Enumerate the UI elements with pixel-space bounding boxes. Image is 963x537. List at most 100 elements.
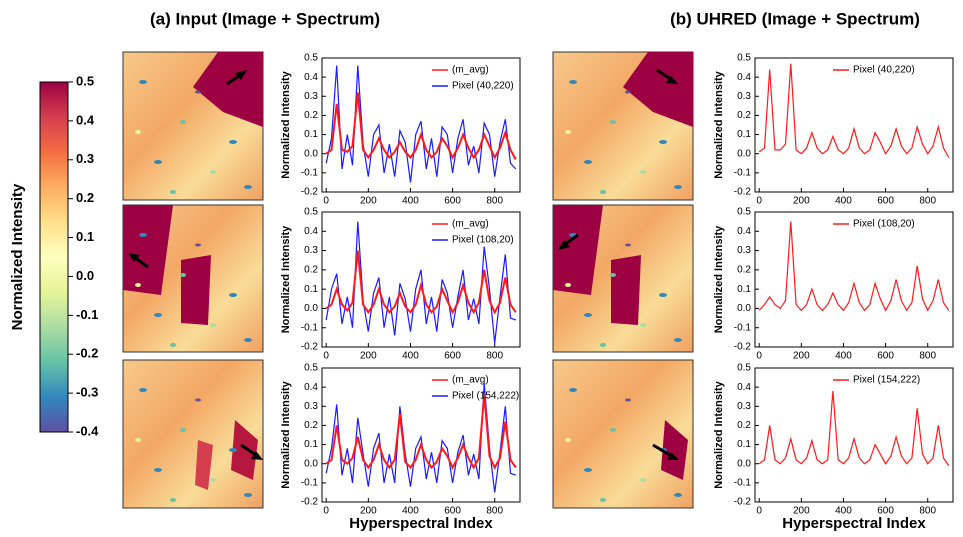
x-tick-label: 200: [793, 196, 810, 207]
y-tick-label: 0.3: [304, 91, 318, 102]
x-tick-label: 0: [323, 351, 329, 362]
image: [122, 359, 264, 509]
x-tick-label: 200: [360, 351, 377, 362]
x-tick-label: 200: [360, 506, 377, 517]
y-tick-label: 0.5: [304, 207, 318, 218]
spectrum-line: [758, 63, 950, 158]
y-tick-label: -0.1: [734, 322, 752, 333]
y-tick-label: -0.1: [301, 322, 319, 333]
x-tick-label: 0: [323, 196, 329, 207]
x-tick-label: 200: [793, 351, 810, 362]
y-axis-label: Normalized Intensity: [280, 380, 292, 488]
y-axis-label: Normalized Intensity: [713, 225, 725, 333]
x-axis-label: Hyperspectral Index: [349, 515, 493, 532]
panel-heading: (b) UHRED (Image + Spectrum): [670, 9, 920, 28]
y-tick-label: 0.1: [737, 439, 751, 450]
x-tick-label: 600: [877, 506, 894, 517]
colorbar-tick-label: 0.5: [76, 73, 94, 88]
x-tick-label: 600: [877, 196, 894, 207]
legend-label: Pixel (154,222): [853, 375, 920, 386]
plot-frame: [321, 367, 521, 503]
x-tick-label: 400: [402, 196, 419, 207]
image: [552, 359, 694, 509]
x-tick-label: 800: [919, 196, 936, 207]
colorbar-tick-label: -0.3: [76, 385, 98, 400]
y-axis-label: Normalized Intensity: [713, 70, 725, 178]
legend-label: (m_avg): [452, 375, 489, 386]
x-tick-label: 200: [360, 196, 377, 207]
y-tick-label: -0.2: [301, 342, 319, 353]
y-tick-label: 0.3: [304, 401, 318, 412]
y-tick-label: 0.0: [304, 303, 318, 314]
y-tick-label: 0.3: [737, 245, 751, 256]
y-tick-label: -0.2: [301, 497, 319, 508]
y-tick-label: 0.5: [737, 207, 751, 218]
y-tick-label: 0.2: [304, 264, 318, 275]
y-tick-label: 0.2: [304, 420, 318, 431]
y-tick-label: 0.0: [304, 148, 318, 159]
y-tick-label: -0.2: [301, 187, 319, 198]
colorbar-tick-label: -0.2: [76, 346, 98, 361]
plot-frame: [321, 211, 521, 348]
y-tick-label: 0.4: [737, 72, 751, 83]
y-tick-label: -0.1: [734, 477, 752, 488]
colorbar: [39, 81, 69, 433]
image: [552, 204, 694, 353]
spectrum-line: [325, 383, 517, 493]
x-tick-label: 800: [919, 351, 936, 362]
colorbar-tick-label: 0.3: [76, 151, 94, 166]
y-tick-label: 0.5: [737, 53, 751, 64]
plot-frame: [754, 211, 954, 348]
y-tick-label: 0.0: [304, 458, 318, 469]
y-tick-label: 0.5: [304, 53, 318, 64]
legend-label: Pixel (108,20): [853, 219, 915, 230]
x-tick-label: 600: [444, 351, 461, 362]
legend-label: Pixel (40,220): [452, 81, 514, 92]
y-tick-label: -0.1: [301, 477, 319, 488]
colorbar-tick-label: -0.1: [76, 307, 98, 322]
y-tick-label: 0.1: [737, 129, 751, 140]
legend-label: (m_avg): [452, 65, 489, 76]
y-tick-label: 0.1: [737, 284, 751, 295]
y-tick-label: -0.1: [734, 167, 752, 178]
y-tick-label: 0.2: [737, 264, 751, 275]
y-tick-label: 0.0: [737, 303, 751, 314]
x-tick-label: 0: [756, 196, 762, 207]
legend-label: Pixel (108,20): [452, 235, 514, 246]
y-axis-label: Normalized Intensity: [280, 225, 292, 333]
spectrum-line: [758, 390, 950, 466]
colorbar-tick-label: 0.1: [76, 229, 94, 244]
colorbar-tick-label: -0.4: [76, 423, 99, 438]
y-tick-label: 0.2: [304, 110, 318, 121]
spectrum-line: [325, 394, 517, 470]
spectrum-line: [325, 250, 517, 315]
y-tick-label: 0.3: [737, 401, 751, 412]
x-axis-label: Hyperspectral Index: [782, 515, 926, 532]
x-tick-label: 0: [323, 506, 329, 517]
x-tick-label: 400: [835, 506, 852, 517]
plot-frame: [321, 57, 521, 193]
x-tick-label: 800: [486, 351, 503, 362]
x-tick-label: 800: [919, 506, 936, 517]
y-tick-label: -0.1: [301, 167, 319, 178]
y-tick-label: 0.4: [304, 382, 318, 393]
x-tick-label: 400: [402, 351, 419, 362]
spectrum-line: [758, 221, 950, 312]
y-tick-label: 0.1: [304, 284, 318, 295]
x-tick-label: 600: [444, 196, 461, 207]
x-tick-label: 400: [835, 351, 852, 362]
image: [122, 51, 264, 201]
y-tick-label: -0.2: [734, 187, 752, 198]
y-axis-label: Normalized Intensity: [713, 380, 725, 488]
legend-label: Pixel (154,222): [452, 391, 519, 402]
y-tick-label: -0.2: [734, 342, 752, 353]
y-tick-label: 0.2: [737, 420, 751, 431]
image: [122, 204, 264, 353]
y-tick-label: 0.3: [304, 245, 318, 256]
y-tick-label: 0.0: [737, 148, 751, 159]
y-tick-label: 0.1: [304, 439, 318, 450]
y-tick-label: 0.5: [737, 363, 751, 374]
x-tick-label: 400: [402, 506, 419, 517]
x-tick-label: 200: [793, 506, 810, 517]
